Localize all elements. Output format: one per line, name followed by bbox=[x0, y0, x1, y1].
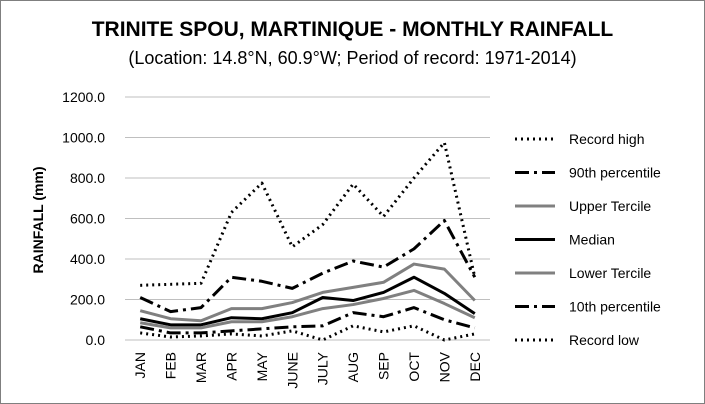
legend-label: Record low bbox=[569, 332, 640, 348]
y-tick-label: 1200.0 bbox=[62, 89, 105, 105]
legend-label: Median bbox=[569, 232, 615, 248]
series-line bbox=[139, 288, 476, 330]
y-axis-ticks: 0.0 200.0 400.0 600.0 800.0 1000.0 1200.0 bbox=[62, 89, 105, 348]
x-tick-label: SEP bbox=[376, 352, 392, 380]
legend-label: Lower Tercile bbox=[569, 265, 651, 281]
y-tick-label: 400.0 bbox=[70, 251, 105, 267]
y-tick-label: 0.0 bbox=[86, 332, 106, 348]
x-tick-label: JUNE bbox=[284, 352, 300, 389]
legend-label: 10th percentile bbox=[569, 299, 661, 315]
x-tick-label: DEC bbox=[467, 352, 483, 382]
x-tick-label: OCT bbox=[406, 352, 422, 382]
x-tick-label: MAY bbox=[254, 351, 270, 381]
x-tick-label: APR bbox=[223, 352, 239, 381]
y-tick-label: 200.0 bbox=[70, 292, 105, 308]
y-tick-label: 800.0 bbox=[70, 170, 105, 186]
y-tick-label: 1000.0 bbox=[62, 130, 105, 146]
legend-label: 90th percentile bbox=[569, 165, 661, 181]
legend-label: Upper Tercile bbox=[569, 198, 651, 214]
x-tick-label: FEB bbox=[163, 352, 179, 379]
series-line bbox=[139, 306, 476, 335]
series-line bbox=[140, 141, 477, 287]
grid-lines bbox=[125, 96, 490, 341]
y-tick-label: 600.0 bbox=[70, 211, 105, 227]
x-tick-label: AUG bbox=[345, 352, 361, 382]
x-axis-ticks: JAN FEB MAR APR MAY JUNE JULY AUG SEP OCT NOV DEC bbox=[132, 351, 483, 388]
legend-label: Record high bbox=[569, 131, 645, 147]
y-axis-label: RAINFALL (mm) bbox=[30, 166, 46, 273]
x-tick-label: NOV bbox=[436, 351, 452, 382]
chart-subtitle: (Location: 14.8°N, 60.9°W; Period of rec… bbox=[128, 48, 577, 68]
series-line bbox=[139, 219, 477, 314]
x-tick-label: JAN bbox=[132, 352, 148, 378]
series-line bbox=[139, 262, 476, 323]
chart-title: TRINITE SPOU, MARTINIQUE - MONTHLY RAINF… bbox=[91, 18, 614, 41]
series-lines bbox=[139, 141, 477, 342]
series-line bbox=[140, 324, 476, 342]
x-tick-label: JULY bbox=[315, 351, 331, 385]
legend: Record high 90th percentile Upper Tercile M… bbox=[515, 131, 661, 348]
series-line bbox=[139, 275, 476, 327]
x-tick-label: MAR bbox=[193, 352, 209, 383]
